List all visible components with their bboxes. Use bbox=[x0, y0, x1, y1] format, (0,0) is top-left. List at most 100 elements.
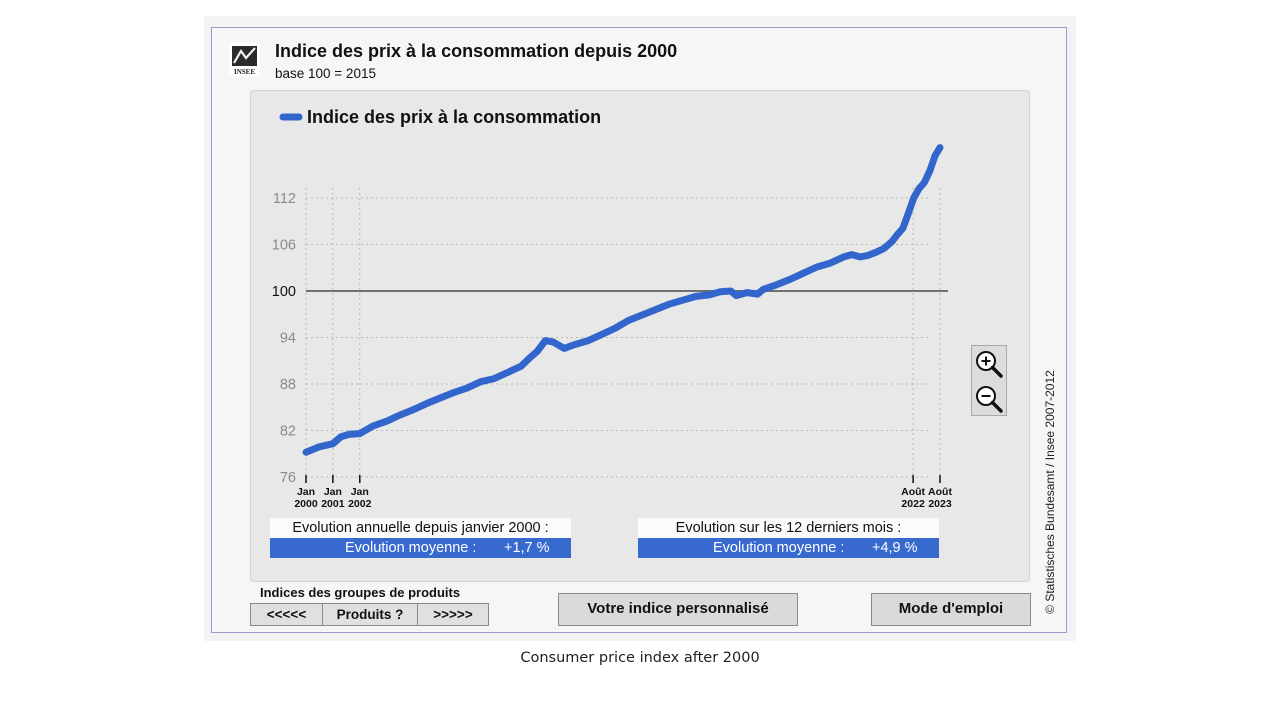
data-point bbox=[922, 180, 927, 185]
previous-group-button[interactable]: <<<<< bbox=[250, 603, 323, 626]
personal-index-button[interactable]: Votre indice personnalisé bbox=[558, 593, 798, 626]
data-point bbox=[653, 307, 658, 312]
data-point bbox=[317, 444, 322, 449]
data-point bbox=[761, 287, 766, 292]
data-point bbox=[527, 356, 532, 361]
data-point bbox=[774, 282, 779, 287]
data-point bbox=[917, 186, 921, 191]
x-tick-label-year: 2000 bbox=[294, 498, 318, 510]
y-tick-label: 94 bbox=[280, 331, 296, 347]
figure-caption: Consumer price index after 2000 bbox=[520, 650, 760, 666]
data-point bbox=[505, 370, 510, 375]
data-point bbox=[371, 423, 376, 428]
data-point bbox=[384, 419, 389, 424]
yearly-evolution-label: Evolution moyenne : bbox=[713, 540, 845, 556]
data-point bbox=[551, 340, 556, 345]
x-tick-label-month: Jan bbox=[351, 486, 369, 498]
data-point bbox=[933, 153, 938, 158]
data-point bbox=[890, 239, 895, 244]
data-point bbox=[438, 395, 443, 400]
yearly-evolution-heading: Evolution sur les 12 derniers mois : bbox=[638, 518, 939, 538]
grid bbox=[305, 188, 941, 478]
data-point bbox=[734, 293, 739, 298]
data-point bbox=[492, 376, 497, 381]
yearly-evolution-value: +4,9 % bbox=[872, 540, 918, 556]
y-tick-label: 88 bbox=[280, 377, 296, 393]
copyright-text: © Statistisches Bundesamt / Insee 2007-2… bbox=[1043, 370, 1057, 614]
data-point bbox=[841, 254, 846, 259]
data-point bbox=[865, 253, 870, 258]
data-point bbox=[465, 385, 470, 390]
data-point bbox=[744, 290, 749, 295]
insee-logo: INSEE bbox=[229, 43, 260, 76]
x-tick-label-year: 2023 bbox=[928, 498, 952, 510]
data-point bbox=[411, 407, 416, 412]
axes: 76 82 88 94 100 106 112 bbox=[272, 188, 948, 486]
annual-evolution-bar: Evolution moyenne : +1,7 % bbox=[270, 538, 571, 558]
data-point bbox=[451, 390, 456, 395]
data-point bbox=[613, 326, 618, 331]
data-point bbox=[398, 413, 403, 417]
y-tick-label: 76 bbox=[280, 470, 296, 486]
data-point bbox=[814, 265, 819, 269]
data-point bbox=[755, 292, 760, 297]
data-point bbox=[640, 313, 645, 317]
chart-panel: Indice des prix à la consommation 76 82 88… bbox=[250, 90, 1030, 582]
data-point bbox=[882, 246, 887, 251]
yearly-evolution-bar: Evolution moyenne : +4,9 % bbox=[638, 538, 939, 558]
legend-label: Indice des prix à la consommation bbox=[307, 107, 601, 127]
data-point bbox=[357, 431, 362, 436]
next-group-button[interactable]: >>>>> bbox=[417, 603, 489, 626]
zoom-in-icon[interactable] bbox=[973, 347, 1005, 380]
data-point bbox=[562, 346, 567, 351]
x-tick-label-month: Jan bbox=[324, 486, 342, 498]
legend: Indice des prix à la consommation bbox=[279, 107, 601, 127]
products-button[interactable]: Produits ? bbox=[322, 603, 418, 626]
data-point bbox=[927, 168, 932, 173]
data-point bbox=[330, 441, 335, 446]
data-point bbox=[911, 196, 916, 200]
logo-text: INSEE bbox=[234, 68, 255, 76]
y-tick-label: 82 bbox=[280, 424, 296, 440]
data-point bbox=[586, 338, 591, 343]
data-point bbox=[906, 211, 911, 216]
x-tick-label-month: Août bbox=[928, 486, 952, 498]
cpi-line-chart: Indice des prix à la consommation 76 82 88… bbox=[272, 107, 953, 510]
data-point bbox=[304, 450, 308, 455]
data-point bbox=[599, 332, 604, 337]
page-subtitle: base 100 = 2015 bbox=[275, 66, 376, 81]
product-groups-label: Indices des groupes de produits bbox=[260, 585, 461, 600]
help-button[interactable]: Mode d'emploi bbox=[871, 593, 1031, 626]
data-point bbox=[572, 342, 577, 347]
data-point bbox=[535, 349, 540, 354]
data-point bbox=[900, 226, 905, 231]
series-layer bbox=[302, 144, 944, 456]
data-point bbox=[788, 277, 792, 282]
data-point bbox=[347, 432, 351, 437]
data-point bbox=[478, 379, 483, 384]
x-tick-label-year: 2022 bbox=[901, 498, 925, 510]
x-tick-label-year: 2001 bbox=[321, 498, 345, 510]
data-point bbox=[543, 338, 548, 343]
data-point bbox=[667, 302, 671, 307]
y-tick-label: 112 bbox=[273, 191, 296, 207]
data-point bbox=[707, 292, 712, 297]
zoom-controls bbox=[971, 345, 1007, 416]
data-point bbox=[849, 252, 854, 257]
data-point bbox=[857, 254, 862, 259]
annual-evolution-value: +1,7 % bbox=[504, 540, 550, 556]
x-tick-label-month: Août bbox=[901, 486, 925, 498]
series-line-0 bbox=[302, 144, 944, 456]
x-tick-label-year: 2002 bbox=[348, 498, 372, 510]
data-point bbox=[828, 261, 833, 266]
data-point bbox=[519, 364, 524, 369]
data-point bbox=[339, 434, 343, 439]
data-point bbox=[718, 289, 723, 294]
annual-evolution-heading: Evolution annuelle depuis janvier 2000 : bbox=[270, 518, 571, 538]
data-point bbox=[874, 250, 878, 255]
annual-evolution-label: Evolution moyenne : bbox=[345, 540, 477, 556]
data-point bbox=[680, 298, 685, 303]
data-point bbox=[895, 232, 900, 237]
zoom-out-icon[interactable] bbox=[973, 382, 1005, 415]
